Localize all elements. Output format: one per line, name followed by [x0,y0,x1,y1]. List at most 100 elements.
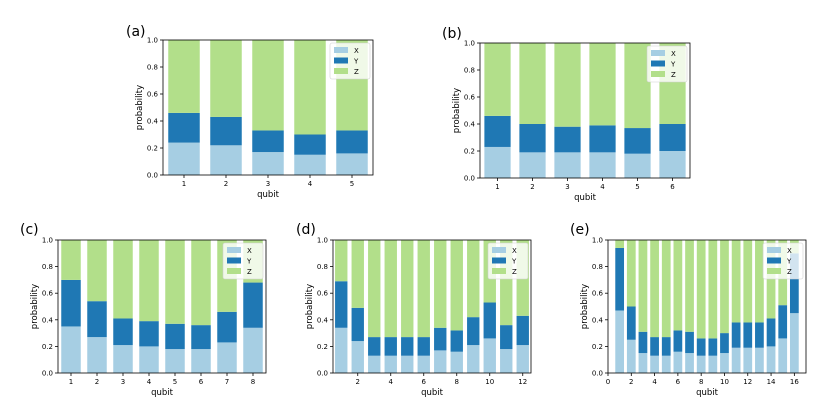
y-tick-label: 0.0 [464,175,475,183]
bar-y-qubit-3 [252,130,284,153]
bar-x-qubit-14 [766,346,776,373]
y-tick-label: 1.0 [317,237,328,245]
y-axis-label: probability [135,85,145,130]
x-axis-label: qubit [574,193,597,203]
bar-z-qubit-3 [368,240,381,338]
bar-y-qubit-3 [638,331,648,354]
bar-x-qubit-5 [624,153,651,178]
bar-y-qubit-1 [61,279,81,327]
bar-x-qubit-1 [615,310,625,373]
bar-y-qubit-4 [589,125,616,153]
bar-z-qubit-3 [252,40,284,131]
bar-x-qubit-7 [217,342,237,373]
chart-panel-1: 0.0 0.2 0.4 0.6 0.8 1.0 1 2 3 4 5 qubit probability (… [126,24,374,200]
y-tick-label: 0.6 [464,94,476,102]
legend-swatch-z [227,268,241,274]
bar-z-qubit-3 [638,240,648,332]
bar-z-qubit-3 [554,43,581,127]
bar-y-qubit-1 [484,115,511,147]
legend-swatch-y [334,57,348,64]
bar-y-qubit-9 [708,338,718,356]
y-tick-label: 0.2 [464,148,475,156]
panel-label: (c) [20,222,39,238]
x-tick-label: 4 [600,183,605,191]
legend: XYZ [329,42,371,80]
legend-swatch-x [492,247,506,253]
bar-x-qubit-13 [755,347,764,373]
legend-label-y: Y [786,258,792,266]
bar-y-qubit-2 [519,124,546,153]
bar-y-qubit-5 [336,130,368,154]
x-tick-label: 3 [121,378,125,386]
bar-y-qubit-2 [210,116,242,146]
bar-x-qubit-6 [659,151,686,178]
bar-x-qubit-2 [87,337,107,373]
bar-z-qubit-6 [417,240,430,338]
bar-y-qubit-3 [368,337,381,356]
y-tick-label: 0.4 [42,316,54,324]
bar-y-qubit-12 [516,315,529,346]
x-tick-label: 2 [95,378,99,386]
chart-panel-2: 0.0 0.2 0.4 0.6 0.8 1.0 1 2 3 4 5 6 qubit probability… [442,26,691,203]
bar-z-qubit-5 [165,240,185,324]
bar-x-qubit-1 [484,146,511,178]
legend: XYZ [487,242,529,280]
legend-label-x: X [247,247,252,255]
bar-z-qubit-8 [696,240,706,339]
legend: XYZ [646,45,688,83]
x-tick-label: 8 [455,378,459,386]
bar-x-qubit-1 [61,326,81,373]
x-tick-label: 1 [495,183,499,191]
y-tick-label: 0.6 [42,290,54,298]
legend-swatch-z [767,268,781,274]
y-tick-label: 0.2 [592,343,603,351]
bar-y-qubit-13 [755,322,764,348]
x-tick-label: 12 [743,378,752,386]
legend-swatch-z [651,71,665,77]
y-axis-label: probability [30,284,40,329]
y-tick-label: 0.0 [592,370,603,378]
x-tick-label: 6 [199,378,204,386]
bar-z-qubit-9 [708,240,718,339]
legend-label-y: Y [353,58,359,66]
bar-x-qubit-5 [165,349,185,373]
bar-z-qubit-10 [720,240,729,334]
bar-z-qubit-3 [113,240,133,319]
bar-x-qubit-4 [139,346,159,373]
x-tick-label: 3 [266,180,270,188]
bar-z-qubit-2 [626,240,636,307]
bar-z-qubit-6 [191,240,211,326]
x-tick-label: 8 [251,378,255,386]
bar-x-qubit-9 [708,355,718,373]
bar-y-qubit-4 [384,337,397,356]
bar-x-qubit-6 [191,349,211,373]
bar-x-qubit-9 [467,345,480,373]
x-tick-label: 4 [147,378,152,386]
panel-label: (e) [570,222,590,238]
y-axis-label: probability [452,88,462,133]
bar-y-qubit-15 [778,305,788,339]
chart-panel-5: 0.0 0.2 0.4 0.6 0.8 1.0 0 2 4 6 8 10 12 14 16 qubit prob… [570,222,807,398]
bar-z-qubit-2 [210,40,242,117]
x-tick-label: 10 [720,378,729,386]
bar-x-qubit-4 [384,355,397,373]
bar-x-qubit-8 [696,355,706,373]
bar-z-qubit-4 [139,240,159,322]
y-tick-label: 0.4 [592,316,604,324]
y-tick-label: 0.4 [464,121,476,129]
x-axis-label: qubit [257,190,280,200]
x-tick-label: 6 [422,378,427,386]
bar-x-qubit-5 [401,355,414,373]
bar-x-qubit-10 [483,338,496,373]
y-tick-label: 0.2 [147,145,158,153]
legend-label-z: Z [354,68,359,76]
bar-z-qubit-2 [351,240,364,308]
y-tick-label: 0.8 [464,67,475,75]
bar-z-qubit-4 [294,40,326,135]
panel-label: (d) [296,222,316,238]
legend-label-x: X [354,47,359,55]
bar-x-qubit-15 [778,338,788,373]
legend: XYZ [762,242,804,280]
legend-swatch-z [334,68,348,74]
bar-x-qubit-2 [210,145,242,175]
